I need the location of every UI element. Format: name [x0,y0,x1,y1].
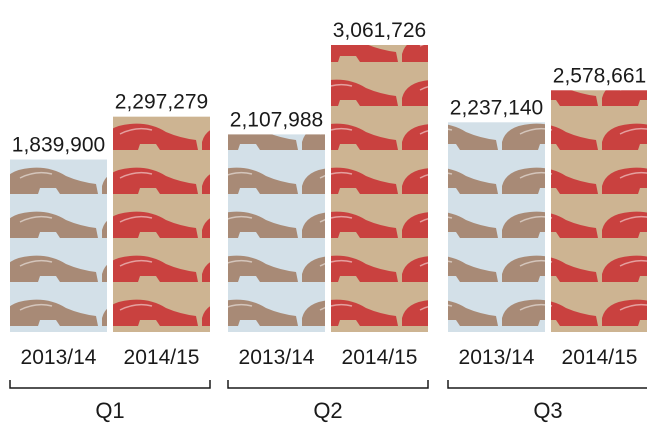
group-label: Q3 [533,398,562,423]
series-label: 2014/15 [342,346,418,369]
series-label: 2013/14 [239,346,315,369]
bar [113,116,210,332]
value-label: 3,061,726 [333,19,426,42]
value-label: 2,578,661 [553,64,646,87]
bracket [447,380,647,389]
series-label: 2013/14 [21,346,97,369]
group-label: Q2 [313,398,342,423]
series-label: 2014/15 [562,346,638,369]
bar [551,90,647,333]
bar [331,45,428,332]
bar [10,159,107,332]
bar [448,122,545,333]
value-label: 2,107,988 [230,108,323,131]
value-label: 1,839,900 [12,134,105,157]
value-label: 2,297,279 [115,91,208,114]
group-label: Q1 [95,398,124,423]
bar [228,134,325,332]
bracket [227,380,429,389]
bracket [9,380,211,389]
series-label: 2013/14 [459,346,535,369]
value-label: 2,237,140 [450,96,543,119]
series-label: 2014/15 [124,346,200,369]
